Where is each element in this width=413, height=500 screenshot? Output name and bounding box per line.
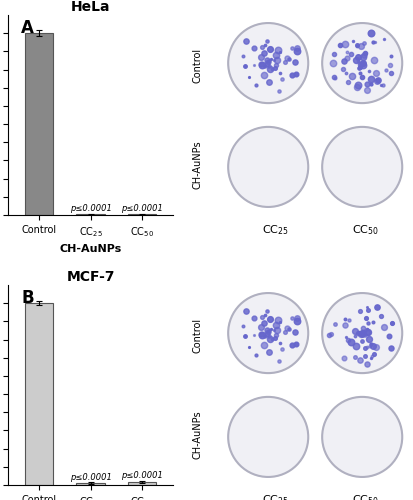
Text: p≤0.0001: p≤0.0001	[69, 204, 111, 212]
Bar	[76, 214, 104, 215]
Bar	[128, 482, 156, 485]
Text: p≤0.0001: p≤0.0001	[121, 472, 163, 480]
Text: A: A	[21, 18, 34, 36]
Bar	[25, 303, 53, 485]
Circle shape	[228, 23, 308, 103]
Circle shape	[321, 397, 401, 477]
Circle shape	[228, 293, 308, 373]
Text: CH-AuNPs: CH-AuNPs	[192, 410, 202, 460]
Text: p≤0.0001: p≤0.0001	[69, 472, 111, 482]
Text: CH-AuNPs: CH-AuNPs	[192, 140, 202, 190]
Text: p≤0.0001: p≤0.0001	[121, 204, 163, 212]
Circle shape	[321, 293, 401, 373]
Circle shape	[321, 127, 401, 207]
Circle shape	[228, 127, 308, 207]
Bar	[76, 483, 104, 485]
Text: CC$_{25}$: CC$_{25}$	[261, 223, 288, 237]
Bar	[25, 33, 53, 215]
Text: CC$_{50}$: CC$_{50}$	[351, 493, 378, 500]
Text: CC$_{25}$: CC$_{25}$	[261, 493, 288, 500]
Circle shape	[228, 397, 308, 477]
Text: Control: Control	[192, 318, 202, 352]
Bar	[128, 214, 156, 215]
Title: HeLa: HeLa	[71, 0, 110, 14]
Text: B: B	[21, 288, 34, 306]
Text: Control: Control	[192, 48, 202, 82]
Circle shape	[321, 23, 401, 103]
Text: CC$_{50}$: CC$_{50}$	[351, 223, 378, 237]
Title: MCF-7: MCF-7	[66, 270, 114, 284]
X-axis label: CH-AuNPs: CH-AuNPs	[59, 244, 121, 254]
